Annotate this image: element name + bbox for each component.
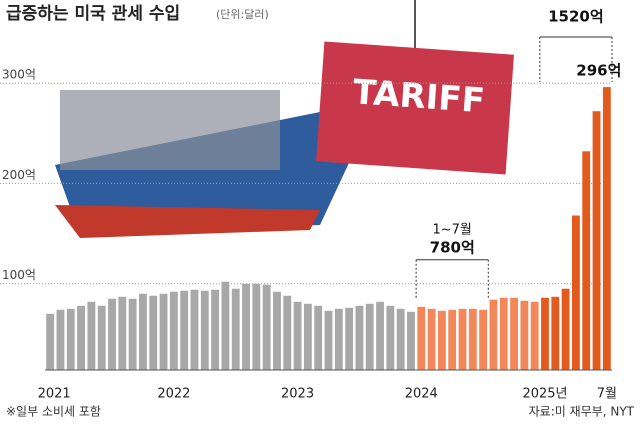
bar [510,297,518,370]
bar [324,310,333,370]
y-tick-label: 100억 [2,268,36,282]
bar [468,308,477,370]
bar [479,309,488,370]
y-tick-label: 300억 [2,68,36,82]
bar [561,288,570,370]
x-tick-label: 2022 [157,387,190,402]
bar [200,290,209,370]
x-tick-label: 2025년 [522,387,567,402]
bar [221,281,230,370]
bar [87,301,96,370]
bar [314,305,323,370]
x-tick-label: 2023 [281,387,314,402]
bar [139,293,147,370]
bar [273,291,281,370]
bar [190,289,199,370]
x-tick-label: 7월 [597,387,617,402]
bar [211,289,220,370]
illustration-text: TARIFF [351,72,486,121]
bar [66,308,75,370]
bar [448,309,457,370]
bar [365,303,374,370]
bar [262,284,271,370]
bar [592,111,601,371]
bar [407,311,415,370]
bar [345,307,354,370]
bar [376,301,384,370]
bar [520,300,529,370]
bar [437,310,446,370]
bar [97,305,106,370]
bar [386,305,395,370]
bar [602,87,611,370]
bar [334,308,343,370]
bar [231,288,240,370]
illustration: TARIFF [55,0,514,238]
bar [572,215,580,370]
x-tick-label: 2024 [405,387,438,402]
source: 자료:미 재무부, NYT [529,405,635,419]
bar [541,297,549,370]
y-tick-label: 200억 [2,168,36,182]
bar [489,299,498,370]
bar [180,290,189,370]
bar [242,283,250,370]
bar [46,313,55,370]
chart-title: 급증하는 미국 관세 수입 [6,4,180,24]
bar [77,305,85,370]
bar [283,295,292,370]
bar [499,297,508,370]
bar [108,298,116,370]
bar [551,296,560,370]
bar [427,308,436,370]
annotation: 1~7월 [433,222,472,237]
bar [293,301,302,370]
bar [417,306,426,370]
bar [252,283,261,370]
bar [530,301,539,370]
footnote: ※일부 소비세 포함 [6,405,101,419]
bar [582,151,591,370]
data-label: 296억 [576,62,621,80]
bar [118,296,127,370]
annotation: 1520억 [548,8,604,26]
bar [149,295,158,370]
bar [159,293,168,370]
bar [355,305,364,370]
bar [303,303,312,370]
annotation: 780억 [430,238,475,256]
bar [169,291,178,370]
x-tick-label: 2021 [38,387,71,402]
bar [458,308,467,370]
bar [56,309,65,370]
unit: (단위:달러) [216,8,269,21]
bar [128,298,137,370]
bar [396,308,405,370]
